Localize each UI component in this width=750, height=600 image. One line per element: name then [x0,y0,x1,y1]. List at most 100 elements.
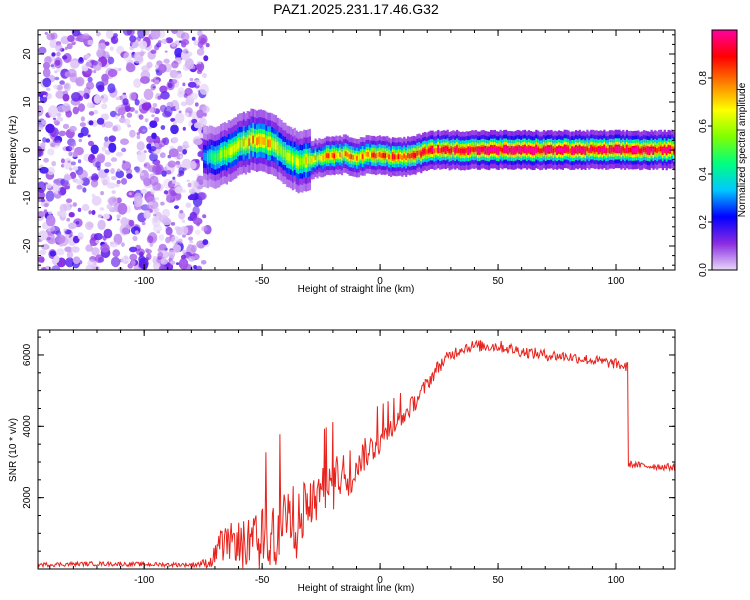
spectrogram-noise-cell [91,210,96,215]
spectrogram-noise-cell [135,166,140,173]
spectrogram-noise-cell [129,45,135,51]
spectrogram-noise-cell [101,103,108,110]
spectrogram-noise-cell [183,93,188,98]
spectrogram-noise-cell [101,73,109,82]
spectrogram-noise-cell [157,40,162,44]
spectrogram-noise-cell [38,181,46,193]
spectrogram-noise-cell [136,134,141,140]
colorbar-tick-label: 0.0 [698,263,709,277]
snr-x-tick-label: -100 [134,575,154,586]
spectrogram-noise-cell [193,181,200,188]
spectrogram-ridge-cell [282,149,285,157]
spectrogram-noise-cell [40,198,46,203]
spectrogram-x-tick-label: 100 [608,276,625,287]
spectrogram-noise-cell [77,169,88,180]
spectrogram-noise-cell [41,243,50,250]
spectrogram-noise-cell [82,33,90,40]
spectrogram-ridge-cell [261,137,264,145]
spectrogram-noise-cell [47,148,55,156]
snr-y-tick-label: 2000 [22,486,33,509]
spectrogram-noise-cell [170,260,176,265]
spectrogram-noise-cell [61,55,68,60]
spectrogram-ridge-cell [514,147,517,153]
spectrogram-noise-cell [122,98,129,106]
spectrogram-ridge-cell [354,155,357,161]
spectrogram-noise-cell [91,60,98,66]
spectrogram-ridge-cell [329,153,332,159]
spectrogram-noise-cell [109,46,114,51]
spectrogram-noise-cell [45,214,56,227]
spectrogram-noise-cell [109,241,118,248]
spectrogram-ridge-cell [661,148,664,154]
spectrogram-noise-cell [38,124,44,131]
spectrogram-noise-cell [178,110,182,114]
spectrogram-noise-cell [198,192,207,201]
snr-frame [37,329,676,570]
spectrogram-noise-cell [152,255,157,260]
spectrogram-noise-cell [38,263,42,268]
spectrogram-noise-cell [159,152,166,159]
spectrogram-noise-cell [178,258,189,270]
spectrogram-noise-cell [49,250,56,257]
spectrogram-noise-cell [38,249,47,255]
spectrogram-ridge-cell [246,137,249,146]
spectrogram-noise-cell [141,102,152,111]
spectrogram-ridge-cell [652,148,655,153]
spectrogram-ridge-cell [665,148,668,154]
spectrogram-ridge-cell [552,148,555,153]
spectrogram-ridge-cell [348,154,351,159]
spectrogram-noise-cell [150,83,156,91]
spectrogram-ridge-cell [212,153,215,162]
spectrogram-noise-cell [144,118,149,123]
spectrogram-ridge-cell [593,147,596,153]
spectrogram-noise-cell [202,214,207,219]
spectrogram-ridge-cell [210,152,213,161]
spectrogram-ridge-cell [474,146,478,152]
spectrogram-ridge-cell [263,137,266,145]
spectrogram-noise-cell [75,76,85,87]
spectrogram-noise-cell [85,221,94,231]
spectrogram-ridge-cell [554,147,557,153]
spectrogram-noise-cell [194,102,199,107]
spectrogram-ridge-cell [357,155,361,161]
spectrogram-ridge-cell [620,148,623,153]
spectrogram-noise-cell [78,103,85,112]
spectrogram-ridge-cell [527,146,530,152]
spectrogram-noise-cell [202,112,207,117]
spectrogram-noise-cell [171,30,179,34]
spectrogram-noise-cell [45,123,55,134]
spectrogram-noise-cell [193,40,199,46]
spectrogram-ridge-cell [380,153,383,159]
spectrogram-ridge-cell [310,157,313,163]
spectrogram-ridge-cell [276,144,279,153]
spectrogram-noise-cell [177,145,183,152]
spectrogram-noise-cell [91,195,102,206]
spectrogram-noise-cell [195,229,201,235]
spectrogram-noise-cell [205,43,210,48]
spectrogram-ridge-cell [265,138,268,147]
spectrogram-ridge-cell [256,137,259,146]
spectrogram-noise-cell [107,83,116,94]
spectrogram-noise-cell [153,213,157,217]
spectrogram-ridge-cell [346,152,349,158]
spectrogram-noise-cell [121,161,132,171]
spectrogram-noise-cell [69,145,75,151]
spectrogram-ridge-cell [293,154,296,163]
spectrogram-ridge-cell [342,151,345,156]
spectrogram-noise-cell [95,161,101,168]
spectrogram-noise-cell [56,116,64,122]
spectrogram-noise-cell [52,117,57,121]
spectrogram-noise-cell [158,265,167,270]
spectrogram-noise-cell [38,256,45,263]
spectrogram-ridge-cell [331,153,334,158]
spectrogram-noise-cell [136,248,145,256]
spectrogram-noise-cell [197,30,203,37]
snr-y-tick-label: 4000 [22,415,33,438]
spectrogram-noise-cell [170,222,176,226]
spectrogram-noise-cell [165,37,174,44]
spectrogram-noise-cell [56,84,63,91]
spectrogram-ridge-cell [427,148,430,154]
spectrogram-noise-cell [99,207,105,211]
spectrogram-noise-cell [90,176,95,181]
spectrogram-noise-cell [175,160,181,165]
